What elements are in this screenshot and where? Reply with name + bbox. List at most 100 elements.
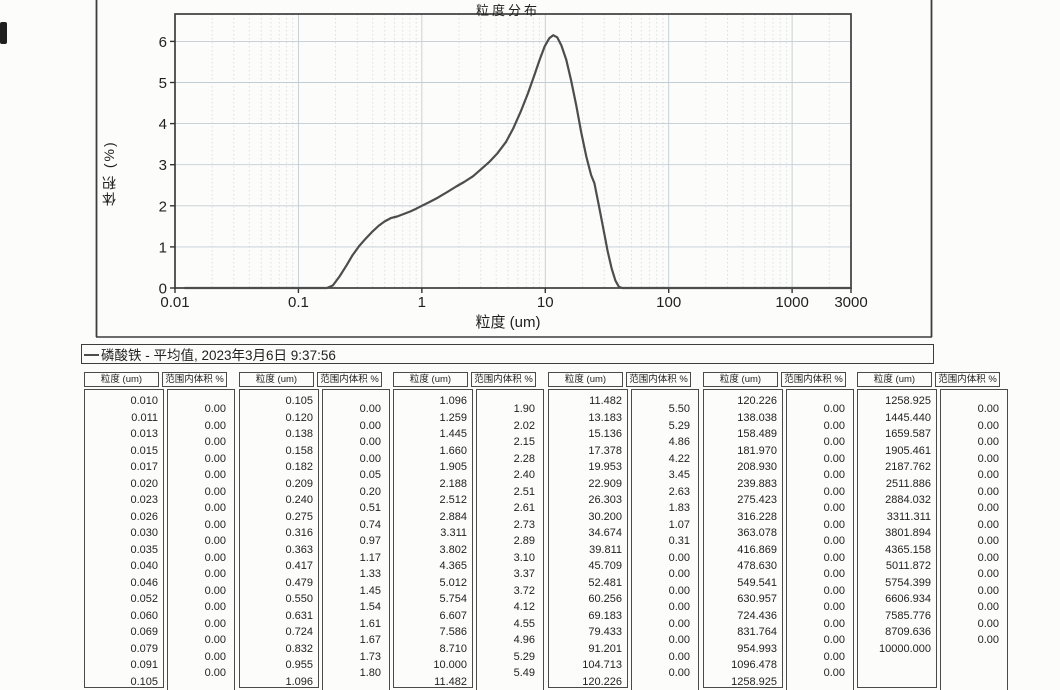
value-cell: 1.80 xyxy=(359,667,381,679)
size-cell: 120.226 xyxy=(582,675,622,688)
value-cell: 1.17 xyxy=(359,551,381,564)
value-cell: 0.00 xyxy=(204,518,226,531)
size-cell: 1096.478 xyxy=(731,659,777,671)
x-tick-label: 1 xyxy=(418,294,426,311)
size-column-header: 粒度 (um) xyxy=(857,372,932,387)
value-cell: 0.00 xyxy=(204,667,226,679)
size-column-header: 粒度 (um) xyxy=(239,372,314,387)
size-cell: 45.709 xyxy=(588,560,622,572)
size-cell: 0.209 xyxy=(285,477,313,490)
size-cell: 10000.000 xyxy=(879,642,931,655)
size-cell: 11.482 xyxy=(434,675,467,688)
value-cell: 0.00 xyxy=(977,485,999,498)
x-tick-label: 10 xyxy=(537,294,554,311)
particle-size-distribution-plot: 0 1 2 3 4 5 6 0.01 0.1 1 10 100 1000 3000 xyxy=(95,0,933,338)
value-cell: 3.72 xyxy=(513,584,535,597)
value-cell: 0.00 xyxy=(977,584,999,597)
y-tick-label: 6 xyxy=(159,34,167,51)
size-cell: 17.378 xyxy=(588,444,622,457)
size-cell: 0.417 xyxy=(285,560,313,572)
size-cell: 630.957 xyxy=(737,593,777,605)
scan-artifact xyxy=(0,22,7,44)
size-cell: 208.930 xyxy=(737,461,777,473)
size-cell: 0.052 xyxy=(130,593,158,605)
value-cell: 0.00 xyxy=(977,436,999,448)
value-cell: 0.00 xyxy=(204,469,226,481)
value-column-header: 范围内体积 % xyxy=(626,372,691,387)
size-cell: 0.013 xyxy=(130,428,158,440)
size-cell: 7.586 xyxy=(439,626,467,638)
y-tick-label: 1 xyxy=(159,239,167,256)
size-cell: 0.120 xyxy=(285,411,313,424)
size-cell: 0.724 xyxy=(285,626,313,638)
value-cell: 5.49 xyxy=(513,667,535,679)
size-column: 11.482 13.183 15.136 17.378 19.953 22.909 26.3… xyxy=(548,389,628,688)
size-cell: 239.883 xyxy=(737,477,777,490)
value-cell: 0.00 xyxy=(668,584,690,597)
size-cell: 549.541 xyxy=(737,576,777,589)
size-cell: 1.096 xyxy=(285,675,313,688)
table-group-6: 粒度 (um) 范围内体积 % 1258.925 1445.440 1659.587 19… xyxy=(857,372,1008,690)
value-cell: 0.00 xyxy=(977,617,999,630)
value-cell: 0.00 xyxy=(823,568,845,580)
size-column: 0.105 0.120 0.138 0.158 0.182 0.209 0.240 0.275… xyxy=(239,389,319,688)
size-cell: 4365.158 xyxy=(885,543,931,556)
value-cell: 5.29 xyxy=(668,419,690,432)
size-cell: 0.955 xyxy=(285,659,313,671)
y-tick-label: 5 xyxy=(159,75,167,92)
size-cell: 2187.762 xyxy=(885,461,931,473)
value-cell: 0.00 xyxy=(977,634,999,646)
size-cell: 104.713 xyxy=(582,659,622,671)
size-cell: 316.228 xyxy=(737,510,777,523)
size-cell: 1.445 xyxy=(439,428,467,440)
value-cell: 0.00 xyxy=(668,667,690,679)
value-cell: 3.45 xyxy=(668,469,690,481)
size-cell: 30.200 xyxy=(588,510,622,523)
size-cell: 0.363 xyxy=(285,543,313,556)
value-cell: 0.00 xyxy=(823,667,845,679)
data-tables: 粒度 (um) 范围内体积 % 0.010 0.011 0.013 0.015 0.017 0… xyxy=(0,372,1060,690)
size-cell: 1.096 xyxy=(439,395,467,407)
table-group-1: 粒度 (um) 范围内体积 % 0.010 0.011 0.013 0.015 0.017 0… xyxy=(84,372,235,690)
value-cell: 2.02 xyxy=(513,419,535,432)
y-tick-label: 2 xyxy=(159,198,167,215)
value-cell: 2.73 xyxy=(513,518,535,531)
value-column: 0.00 0.00 0.00 0.00 0.00 0.00 0.00 0.00 0.00 0.00… xyxy=(786,389,854,690)
value-cell: 0.00 xyxy=(204,617,226,630)
legend-text: 磷酸铁 - 平均值, 2023年3月6日 9:37:56 xyxy=(101,348,336,363)
value-column-header: 范围内体积 % xyxy=(471,372,536,387)
value-column: 1.90 2.02 2.15 2.28 2.40 2.51 2.61 2.73 2.89 3.10… xyxy=(476,389,544,690)
value-cell: 5.29 xyxy=(513,650,535,663)
value-cell: 0.00 xyxy=(204,403,226,415)
size-cell: 181.970 xyxy=(737,444,777,457)
value-cell: 0.00 xyxy=(823,650,845,663)
value-cell: 1.54 xyxy=(359,601,381,613)
size-column-header: 粒度 (um) xyxy=(548,372,623,387)
value-cell: 0.00 xyxy=(204,419,226,432)
size-cell: 0.030 xyxy=(130,527,158,539)
size-cell: 2884.032 xyxy=(885,494,931,506)
size-cell: 0.182 xyxy=(285,461,313,473)
value-cell: 0.00 xyxy=(823,436,845,448)
size-cell: 2.512 xyxy=(439,494,467,506)
size-cell: 275.423 xyxy=(737,494,777,506)
legend-line-sample xyxy=(84,353,99,356)
size-cell: 0.105 xyxy=(285,395,313,407)
size-cell: 0.316 xyxy=(285,527,313,539)
value-cell: 3.10 xyxy=(513,551,535,564)
value-cell: 1.61 xyxy=(359,617,381,630)
size-cell: 0.138 xyxy=(285,428,313,440)
size-cell: 34.674 xyxy=(588,527,622,539)
size-cell: 39.811 xyxy=(589,543,622,556)
size-cell: 3.802 xyxy=(439,543,467,556)
size-column-header: 粒度 (um) xyxy=(84,372,159,387)
size-cell: 831.764 xyxy=(737,626,777,638)
value-cell: 1.07 xyxy=(668,518,690,531)
size-cell: 1659.587 xyxy=(885,428,931,440)
size-cell: 11.482 xyxy=(589,395,622,407)
size-cell: 22.909 xyxy=(588,477,622,490)
size-cell: 3.311 xyxy=(440,527,467,539)
size-cell: 0.026 xyxy=(130,510,158,523)
value-cell: 0.00 xyxy=(823,485,845,498)
size-cell: 1.660 xyxy=(439,444,467,457)
